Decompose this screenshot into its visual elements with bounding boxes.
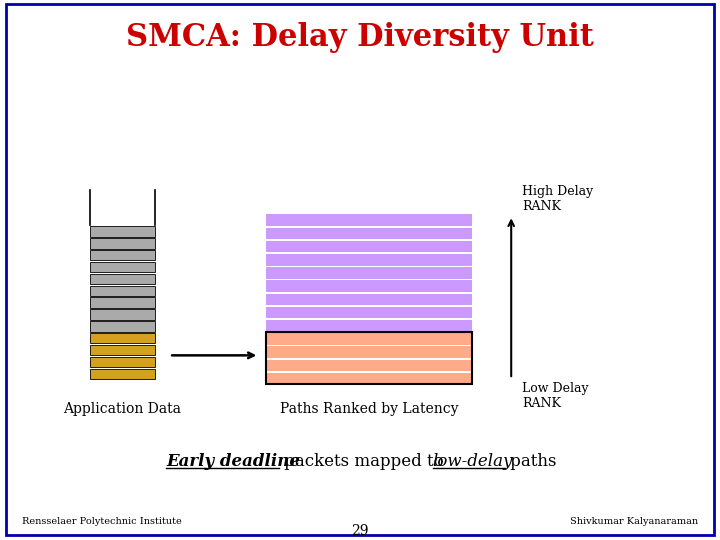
Bar: [90, 238, 155, 248]
Bar: [266, 294, 472, 305]
Bar: [266, 214, 472, 226]
Bar: [266, 320, 472, 332]
Text: Early deadline: Early deadline: [166, 453, 300, 470]
Text: Shivkumar Kalyanaraman: Shivkumar Kalyanaraman: [570, 517, 698, 526]
Text: 29: 29: [351, 524, 369, 538]
Bar: [90, 321, 155, 332]
Text: Rensselaer Polytechnic Institute: Rensselaer Polytechnic Institute: [22, 517, 181, 526]
Bar: [266, 254, 472, 266]
Bar: [266, 227, 472, 239]
Bar: [90, 250, 155, 260]
Bar: [266, 332, 472, 384]
Bar: [90, 262, 155, 272]
Bar: [90, 226, 155, 237]
Bar: [90, 274, 155, 284]
Text: low-delay: low-delay: [433, 453, 513, 470]
Bar: [90, 309, 155, 320]
Bar: [266, 360, 472, 372]
Bar: [266, 307, 472, 319]
Text: Paths Ranked by Latency: Paths Ranked by Latency: [280, 402, 458, 416]
Bar: [90, 357, 155, 367]
Bar: [90, 333, 155, 343]
Text: High Delay
RANK: High Delay RANK: [522, 185, 593, 213]
Bar: [266, 267, 472, 279]
Text: Low Delay
RANK: Low Delay RANK: [522, 382, 589, 410]
Bar: [266, 241, 472, 252]
Bar: [266, 333, 472, 345]
Text: paths: paths: [505, 453, 557, 470]
Bar: [90, 369, 155, 379]
Text: SMCA: Delay Diversity Unit: SMCA: Delay Diversity Unit: [126, 22, 594, 53]
Bar: [266, 373, 472, 384]
Bar: [90, 298, 155, 308]
Bar: [90, 286, 155, 296]
Text: Application Data: Application Data: [63, 402, 181, 416]
Text: packets mapped to: packets mapped to: [279, 453, 449, 470]
Bar: [266, 347, 472, 358]
Bar: [90, 345, 155, 355]
Bar: [266, 280, 472, 292]
